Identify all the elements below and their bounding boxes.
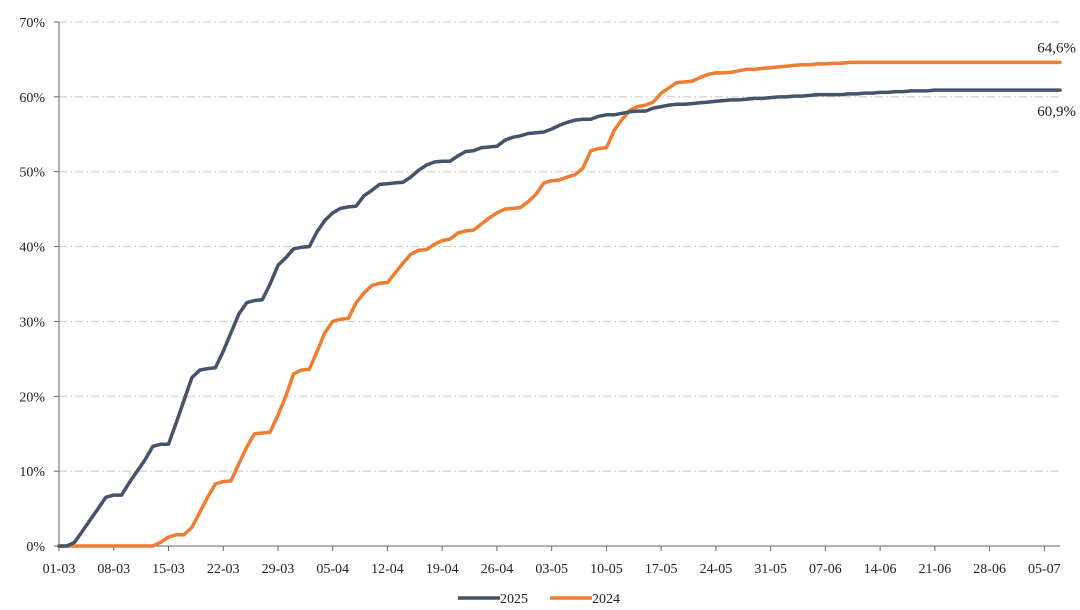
- gridlines: [59, 21, 1060, 472]
- y-tick-label: 30%: [19, 315, 45, 330]
- y-tick-label: 10%: [19, 465, 45, 480]
- x-tick-label: 15-03: [152, 562, 185, 577]
- end-labels: 64,6% 60,9%: [1037, 40, 1076, 120]
- series-line-2024: [57, 60, 1062, 548]
- legend-label-2025: 2025: [500, 592, 528, 607]
- x-tick-label: 08-03: [97, 562, 130, 577]
- x-tick-label: 31-05: [754, 562, 787, 577]
- x-tick-label: 28-06: [973, 562, 1006, 577]
- x-tick-label: 03-05: [535, 562, 568, 577]
- x-tick-label: 14-06: [864, 562, 897, 577]
- x-tick-label: 05-07: [1028, 562, 1061, 577]
- end-label-2024: 64,6%: [1037, 40, 1076, 56]
- series-lines: [57, 60, 1062, 548]
- x-tick-label: 12-04: [371, 562, 404, 577]
- x-tick-label: 01-03: [43, 562, 76, 577]
- series-line-2025: [57, 88, 1062, 548]
- y-tick-label: 50%: [19, 166, 45, 181]
- x-tick-label: 17-05: [645, 562, 678, 577]
- x-axis-ticks: 01-03 08-03 15-03 22-03 29-03 05-04 12-04 19-04…: [43, 546, 1061, 577]
- x-tick-label: 10-05: [590, 562, 623, 577]
- x-tick-label: 22-03: [207, 562, 240, 577]
- x-tick-label: 21-06: [919, 562, 952, 577]
- y-axis-ticks: 0% 10% 20% 30% 40% 50% 60% 70%: [19, 16, 59, 555]
- x-tick-label: 24-05: [700, 562, 733, 577]
- end-label-2025: 60,9%: [1037, 104, 1076, 120]
- x-tick-label: 26-04: [481, 562, 514, 577]
- y-tick-label: 20%: [19, 390, 45, 405]
- x-tick-label: 05-04: [316, 562, 349, 577]
- legend: 2025 2024: [458, 592, 620, 607]
- y-tick-label: 60%: [19, 91, 45, 106]
- y-tick-label: 40%: [19, 241, 45, 256]
- x-tick-label: 07-06: [809, 562, 842, 577]
- y-tick-label: 70%: [19, 16, 45, 31]
- y-tick-label: 0%: [26, 540, 45, 555]
- legend-label-2024: 2024: [592, 592, 620, 607]
- x-tick-label: 29-03: [262, 562, 295, 577]
- x-tick-label: 19-04: [426, 562, 459, 577]
